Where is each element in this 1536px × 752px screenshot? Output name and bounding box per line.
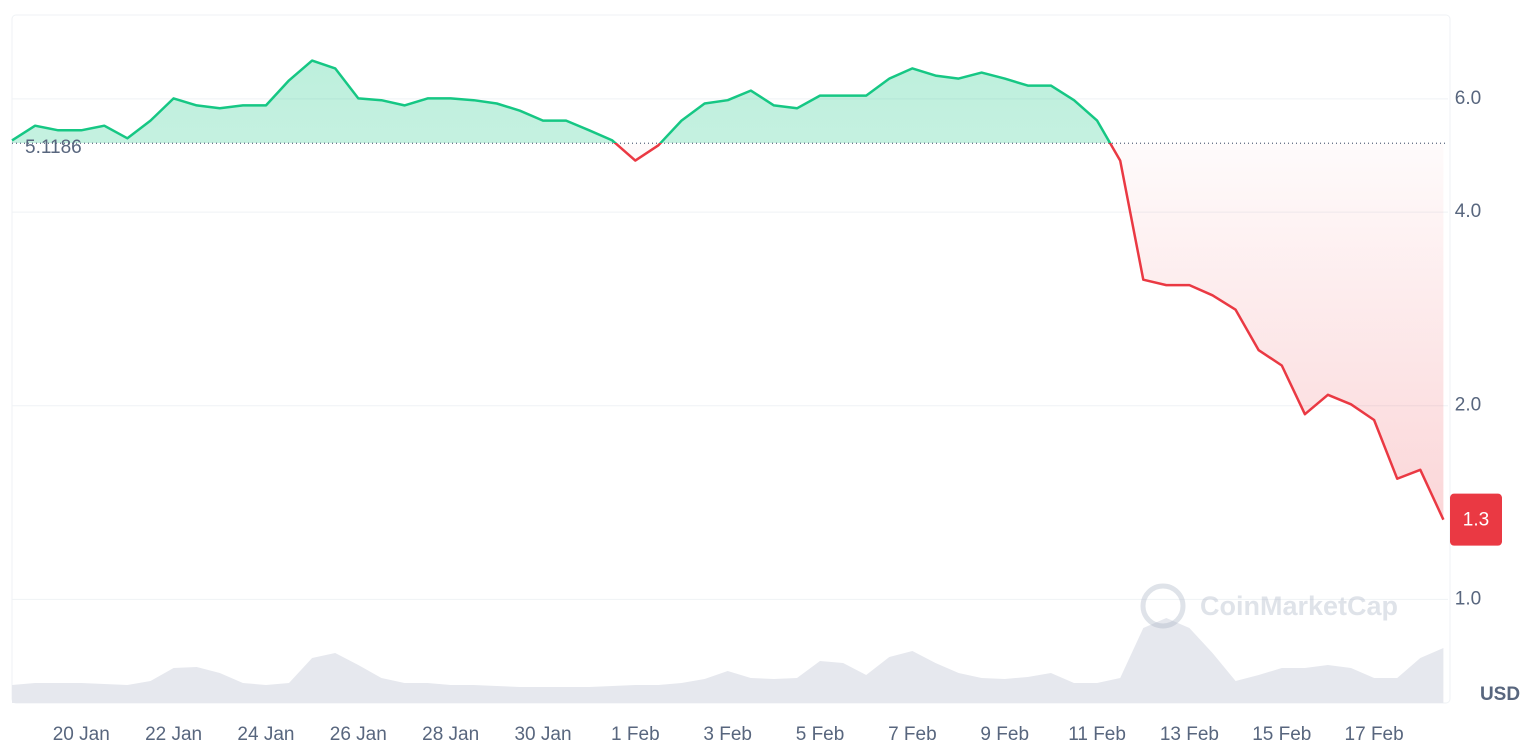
y-tick-label: 4.0 xyxy=(1455,201,1481,222)
price-area xyxy=(12,60,1444,520)
x-tick-label: 1 Feb xyxy=(611,724,660,745)
volume-area xyxy=(12,618,1444,703)
x-tick-label: 9 Feb xyxy=(980,724,1029,745)
x-tick-label: 28 Jan xyxy=(422,724,479,745)
y-tick-label: 6.0 xyxy=(1455,88,1481,109)
plot: 5.1186 1.3 xyxy=(11,59,1502,546)
x-tick-label: 20 Jan xyxy=(53,724,110,745)
reference-label: 5.1186 xyxy=(25,137,82,158)
x-tick-label: 3 Feb xyxy=(703,724,752,745)
watermark-text: CoinMarketCap xyxy=(1200,591,1398,621)
x-tick-label: 5 Feb xyxy=(796,724,845,745)
x-tick-label: 7 Feb xyxy=(888,724,937,745)
price-badge-label: 1.3 xyxy=(1463,510,1489,531)
volume-layer xyxy=(12,618,1444,703)
unit-label: USD xyxy=(1480,684,1520,705)
x-tick-label: 22 Jan xyxy=(145,724,202,745)
watermark-logo xyxy=(1140,583,1186,629)
y-tick-label: 1.0 xyxy=(1455,588,1481,609)
x-tick-label: 30 Jan xyxy=(514,724,571,745)
y-tick-label: 2.0 xyxy=(1455,395,1481,416)
x-tick-label: 15 Feb xyxy=(1252,724,1311,745)
watermark: CoinMarketCap xyxy=(1140,583,1398,629)
x-tick-label: 26 Jan xyxy=(330,724,387,745)
x-tick-label: 24 Jan xyxy=(237,724,294,745)
x-tick-label: 17 Feb xyxy=(1345,724,1404,745)
x-tick-label: 11 Feb xyxy=(1068,724,1126,745)
price-line xyxy=(11,59,1445,521)
x-tick-label: 13 Feb xyxy=(1160,724,1219,745)
price-badge xyxy=(1450,493,1502,546)
